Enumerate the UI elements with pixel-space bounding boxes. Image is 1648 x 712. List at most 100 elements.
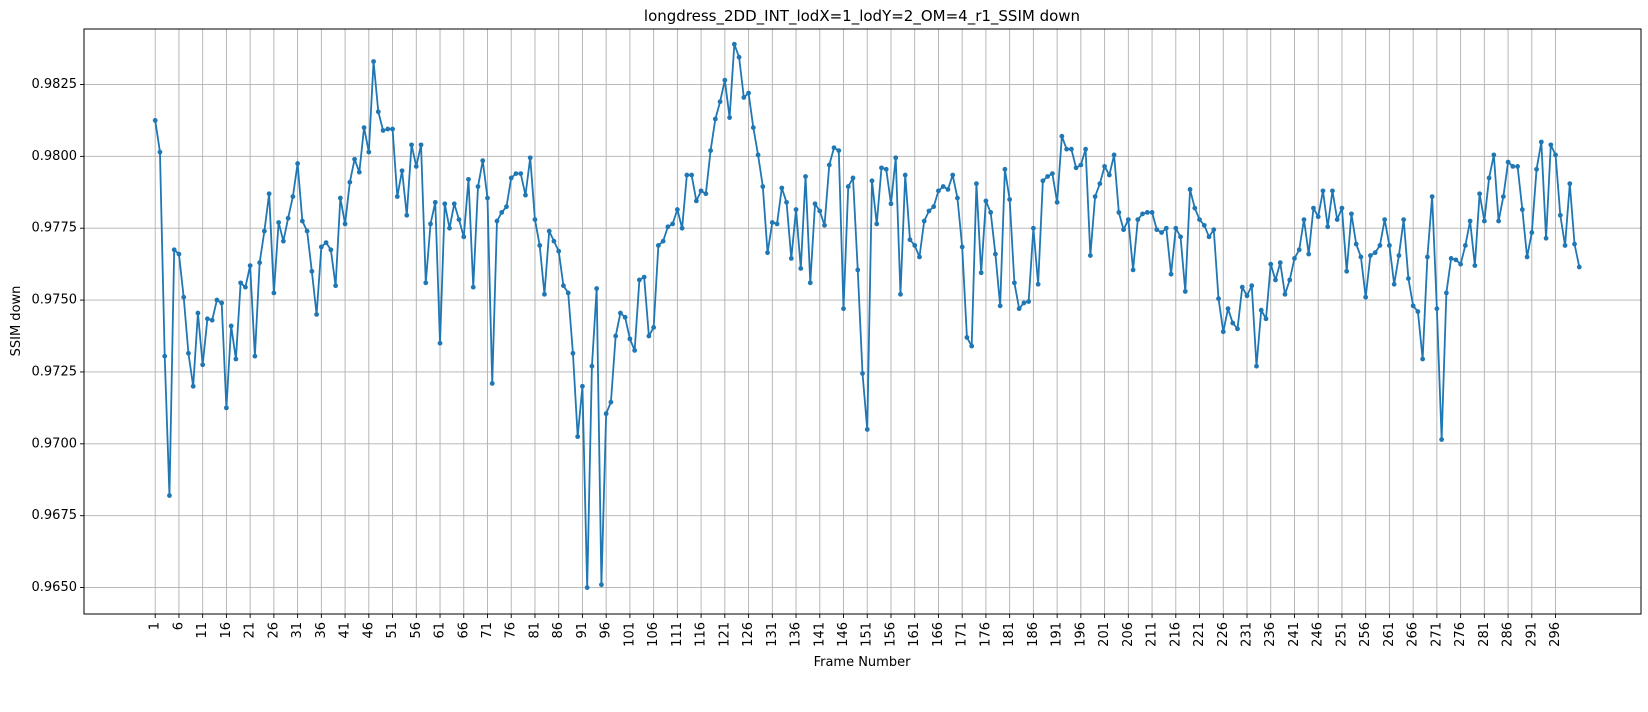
x-tick-label: 226 <box>1216 622 1231 647</box>
data-point <box>1206 234 1212 240</box>
data-point <box>523 192 528 198</box>
data-point <box>1159 230 1164 235</box>
data-point <box>1481 218 1487 224</box>
data-point <box>940 184 946 189</box>
data-point <box>537 243 543 248</box>
data-point <box>674 207 680 212</box>
data-point <box>1002 166 1008 172</box>
data-point <box>746 90 751 96</box>
x-tick-label: 156 <box>883 622 898 647</box>
data-point <box>883 166 889 172</box>
data-point <box>318 244 324 250</box>
data-point <box>494 218 500 224</box>
data-point <box>1059 133 1065 139</box>
data-point <box>622 314 628 320</box>
data-point <box>1334 217 1340 222</box>
x-tick-label: 186 <box>1026 622 1041 647</box>
y-tick-label: 0.9650 <box>32 580 78 595</box>
y-gridlines <box>84 84 1641 589</box>
data-point <box>959 244 965 250</box>
data-point <box>807 280 813 286</box>
data-point <box>461 234 467 240</box>
x-tick-label: 81 <box>527 622 542 639</box>
data-point <box>228 323 234 329</box>
x-tick-label: 206 <box>1121 622 1136 647</box>
data-point <box>1168 271 1174 277</box>
data-point <box>736 54 742 60</box>
data-point <box>760 184 766 189</box>
data-point <box>1358 254 1364 260</box>
data-point <box>969 343 975 349</box>
x-tick-label: 146 <box>836 622 851 647</box>
x-tick-label: 11 <box>195 622 210 639</box>
y-tick-label: 0.9700 <box>32 436 78 451</box>
data-point <box>755 152 761 158</box>
data-point <box>1524 254 1530 260</box>
data-point <box>589 363 595 369</box>
data-point <box>826 162 832 168</box>
data-point <box>1410 303 1416 309</box>
data-point <box>570 350 576 356</box>
data-point <box>1391 281 1397 287</box>
data-point <box>893 155 899 161</box>
data-point <box>423 280 429 286</box>
x-tick-label: 191 <box>1050 622 1065 647</box>
data-point <box>860 370 865 376</box>
data-point <box>708 148 713 154</box>
data-point <box>209 317 215 323</box>
data-point <box>1420 356 1426 362</box>
x-tick-label: 236 <box>1263 622 1278 647</box>
x-tick-label: 101 <box>622 622 637 647</box>
data-point <box>1458 261 1464 267</box>
x-tick-label: 46 <box>361 622 376 639</box>
data-point <box>1406 276 1411 281</box>
data-point <box>1401 217 1407 222</box>
data-point <box>750 125 756 130</box>
data-point <box>855 267 861 273</box>
data-point <box>1012 280 1017 286</box>
data-point <box>641 274 647 280</box>
data-point <box>290 194 296 199</box>
x-tick-label: 16 <box>219 622 234 639</box>
x-tick-label: 256 <box>1358 622 1373 647</box>
x-tick-label: 231 <box>1240 622 1255 647</box>
x-tick-label: 211 <box>1145 622 1160 647</box>
x-tick-label: 121 <box>717 622 732 647</box>
data-point <box>1049 171 1055 177</box>
data-point <box>1021 300 1027 306</box>
x-tick-label: 196 <box>1073 622 1088 647</box>
x-tick-label: 66 <box>456 622 471 639</box>
data-point <box>1453 257 1459 263</box>
data-point <box>793 207 799 212</box>
data-point <box>831 145 837 151</box>
data-point <box>437 340 443 346</box>
data-point <box>613 333 619 339</box>
data-point <box>580 383 585 389</box>
data-point <box>466 176 471 182</box>
data-point <box>1163 225 1169 231</box>
x-tick-label: 161 <box>907 622 922 647</box>
data-point <box>508 175 514 181</box>
data-point <box>822 222 827 228</box>
data-point <box>1220 329 1226 335</box>
data-point <box>504 204 509 210</box>
data-point <box>1102 164 1107 169</box>
data-point <box>784 199 789 205</box>
data-point <box>850 175 856 181</box>
data-point <box>1292 256 1297 261</box>
data-point <box>257 260 263 266</box>
data-point <box>1106 172 1112 178</box>
data-point <box>912 243 918 248</box>
data-point <box>1116 210 1122 215</box>
data-point <box>451 201 457 207</box>
data-point <box>356 169 362 175</box>
data-point <box>186 350 191 356</box>
y-tick-label: 0.9675 <box>32 508 78 523</box>
data-point <box>271 290 277 296</box>
data-point <box>1424 254 1430 260</box>
data-point <box>931 204 937 210</box>
data-point <box>1064 146 1070 152</box>
data-point <box>945 187 951 192</box>
data-point <box>646 333 652 339</box>
data-point <box>480 158 486 164</box>
